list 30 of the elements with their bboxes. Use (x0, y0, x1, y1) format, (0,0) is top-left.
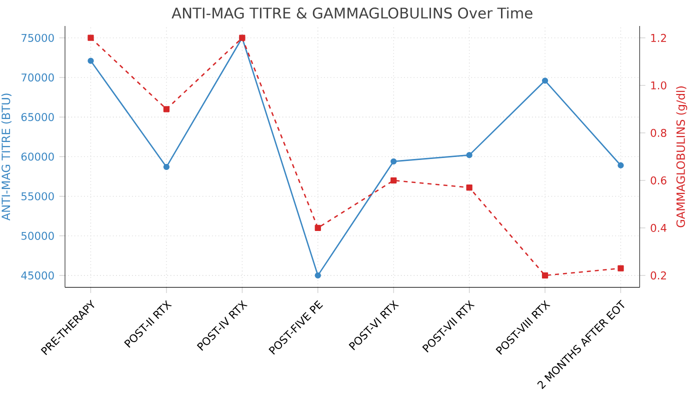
y2-tick-label: 1.2 (651, 34, 666, 42)
point (88, 58, 94, 64)
point (314, 224, 321, 231)
point (390, 158, 397, 164)
point (618, 162, 624, 168)
point (163, 164, 170, 170)
y-tick-label: 50000 (21, 232, 54, 240)
y2-tick-label: 1.0 (651, 81, 666, 90)
y2-tick-label: 0.2 (650, 271, 666, 280)
point (466, 152, 472, 158)
y2-axis-title: GAMMAGLOBULINS (g/dl) (676, 86, 688, 228)
point (314, 272, 321, 279)
chart-title: ANTI-MAG TITRE & GAMMAGLOBULINS Over Time (172, 7, 532, 19)
y-tick-label: 45000 (21, 271, 54, 280)
point (618, 265, 624, 272)
y-tick-label: 55000 (21, 192, 54, 200)
y-tick-label: 70000 (22, 73, 54, 82)
y2-tick-label: 0.8 (650, 128, 666, 137)
y-tick-label: 60000 (21, 152, 54, 161)
point (466, 184, 472, 191)
y2-tick-label: 0.6 (650, 176, 666, 184)
point (542, 272, 548, 279)
y-tick-label: 75000 (22, 34, 54, 42)
point (163, 106, 170, 112)
point (542, 78, 548, 84)
point (88, 34, 94, 41)
y-axis-title: ANTI-MAG TITRE (BTU) (1, 94, 12, 221)
point (390, 177, 397, 184)
y2-tick-label: 0.4 (650, 224, 666, 232)
y-tick-label: 65000 (21, 113, 54, 122)
